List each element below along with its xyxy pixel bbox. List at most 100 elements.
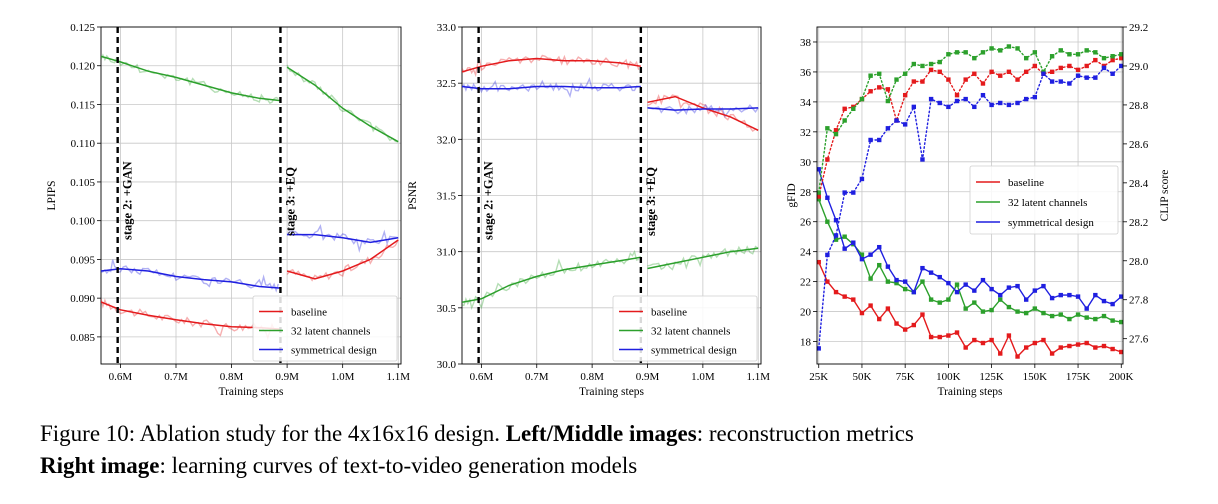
data-point-baseline: [1075, 67, 1081, 73]
data-point-symmetrical-design: [859, 256, 865, 262]
data-point-32-latent-channels: [877, 71, 882, 76]
data-point-symmetrical-design: [825, 195, 830, 200]
data-point-baseline: [946, 77, 951, 82]
data-point-32-latent-channels: [1101, 55, 1107, 61]
y-tick-label: 32.0: [437, 134, 457, 146]
data-point-32-latent-channels: [972, 300, 977, 305]
data-point-symmetrical-design: [877, 137, 882, 143]
stage-annotation: stage 2: +GAN: [482, 161, 496, 240]
data-point-symmetrical-design: [859, 176, 865, 182]
data-point-baseline: [1075, 342, 1081, 347]
data-point-baseline: [1058, 65, 1063, 71]
data-point-baseline: [1119, 349, 1123, 355]
y2-tick-label: 28.8: [1129, 100, 1149, 112]
data-point-baseline: [920, 312, 925, 317]
data-point-symmetrical-design: [1058, 79, 1063, 84]
data-point-32-latent-channels: [1067, 316, 1072, 322]
data-point-baseline: [1093, 57, 1098, 63]
data-point-baseline: [920, 79, 925, 84]
data-point-baseline: [902, 92, 908, 98]
data-point-symmetrical-design: [954, 98, 960, 104]
y-tick-label: 22: [800, 277, 811, 289]
x-tick-label: 1.1M: [386, 371, 410, 383]
data-point-symmetrical-design: [851, 240, 856, 245]
data-point-symmetrical-design: [885, 264, 891, 269]
x-tick-label: 1.0M: [331, 371, 355, 383]
data-point-baseline: [1041, 337, 1046, 343]
data-point-baseline: [1110, 346, 1115, 352]
data-point-symmetrical-design: [1032, 94, 1038, 100]
legend-label-baseline: baseline: [651, 307, 687, 319]
data-point-baseline: [989, 69, 994, 75]
data-point-symmetrical-design: [963, 96, 968, 102]
y-tick-label: 32.5: [437, 78, 457, 90]
data-point-symmetrical-design: [1067, 81, 1072, 86]
caption-prefix: Figure 10: Ablation study for the 4x16x1…: [40, 421, 506, 446]
y-tick-label: 34: [800, 97, 812, 109]
y-tick-label: 20: [800, 307, 812, 319]
data-point-symmetrical-design: [885, 126, 891, 131]
data-point-symmetrical-design: [842, 246, 847, 251]
y-tick-label: 32: [800, 127, 811, 139]
data-point-symmetrical-design: [911, 289, 917, 295]
y2-tick-label: 27.8: [1129, 295, 1149, 307]
data-point-baseline: [1023, 345, 1029, 350]
legend-box: [969, 165, 1119, 235]
data-point-32-latent-channels: [851, 106, 856, 112]
data-point-symmetrical-design: [946, 104, 951, 110]
data-point-32-latent-channels: [1032, 306, 1038, 311]
series-line-baseline: [462, 57, 759, 131]
x-tick-label: 1.0M: [691, 371, 715, 383]
data-point-symmetrical-design: [842, 190, 847, 195]
data-point-symmetrical-design: [963, 282, 968, 287]
data-point-baseline: [859, 310, 865, 316]
data-point-32-latent-channels: [963, 306, 968, 311]
x-tick-label: 50K: [852, 371, 871, 383]
data-point-32-latent-channels: [1075, 52, 1081, 57]
y-tick-label: 38: [800, 37, 812, 49]
data-point-32-latent-channels: [825, 219, 830, 224]
y-tick-label: 30.5: [437, 303, 457, 315]
x-tick-label: 150K: [1023, 371, 1048, 383]
data-point-baseline: [911, 79, 917, 84]
data-point-32-latent-channels: [954, 282, 960, 287]
data-point-32-latent-channels: [1023, 55, 1029, 61]
data-point-baseline: [928, 334, 934, 340]
data-point-32-latent-channels: [894, 280, 899, 286]
data-point-baseline: [1067, 63, 1072, 69]
data-point-baseline: [989, 337, 994, 343]
data-point-32-latent-channels: [1084, 315, 1089, 320]
data-point-baseline: [937, 334, 942, 340]
data-point-symmetrical-design: [1110, 71, 1115, 76]
data-point-symmetrical-design: [911, 104, 917, 110]
data-point-baseline: [894, 321, 899, 326]
data-point-symmetrical-design: [972, 288, 977, 293]
data-point-32-latent-channels: [1119, 52, 1123, 57]
series-raw-32-latent-channels: [101, 53, 399, 143]
data-point-32-latent-channels: [1119, 319, 1123, 325]
data-point-32-latent-channels: [980, 309, 986, 314]
data-point-symmetrical-design: [1023, 96, 1029, 102]
data-point-baseline: [937, 69, 942, 75]
psnr-chart: 0.6M 0.7M 0.8M 0.9M 1.0M 1.1M 30.0 30.5 31.0 31.5…: [407, 22, 770, 398]
data-point-32-latent-channels: [1041, 310, 1046, 316]
x-tick-label: 175K: [1066, 371, 1091, 383]
data-point-symmetrical-design: [1058, 292, 1063, 298]
data-point-baseline: [980, 81, 986, 86]
y2-axis-label: CLIP score: [1159, 170, 1171, 222]
data-point-symmetrical-design: [928, 96, 934, 102]
y2-tick-label: 28.6: [1129, 139, 1149, 151]
data-point-baseline: [1049, 351, 1055, 356]
data-point-symmetrical-design: [1049, 295, 1055, 301]
y-axis-label: LPIPS: [46, 180, 58, 210]
data-point-32-latent-channels: [972, 55, 977, 61]
x-tick-label: 0.6M: [470, 371, 494, 383]
series-line-symmetrical-design: [462, 85, 759, 111]
legend-label-symmetrical-design: symmetrical design: [651, 345, 737, 357]
data-point-32-latent-channels: [920, 279, 925, 284]
data-point-baseline: [980, 340, 986, 346]
data-point-baseline: [1032, 63, 1038, 69]
y-tick-label: 18: [800, 337, 812, 349]
data-point-symmetrical-design: [1006, 102, 1012, 108]
data-point-symmetrical-design: [1110, 301, 1115, 307]
